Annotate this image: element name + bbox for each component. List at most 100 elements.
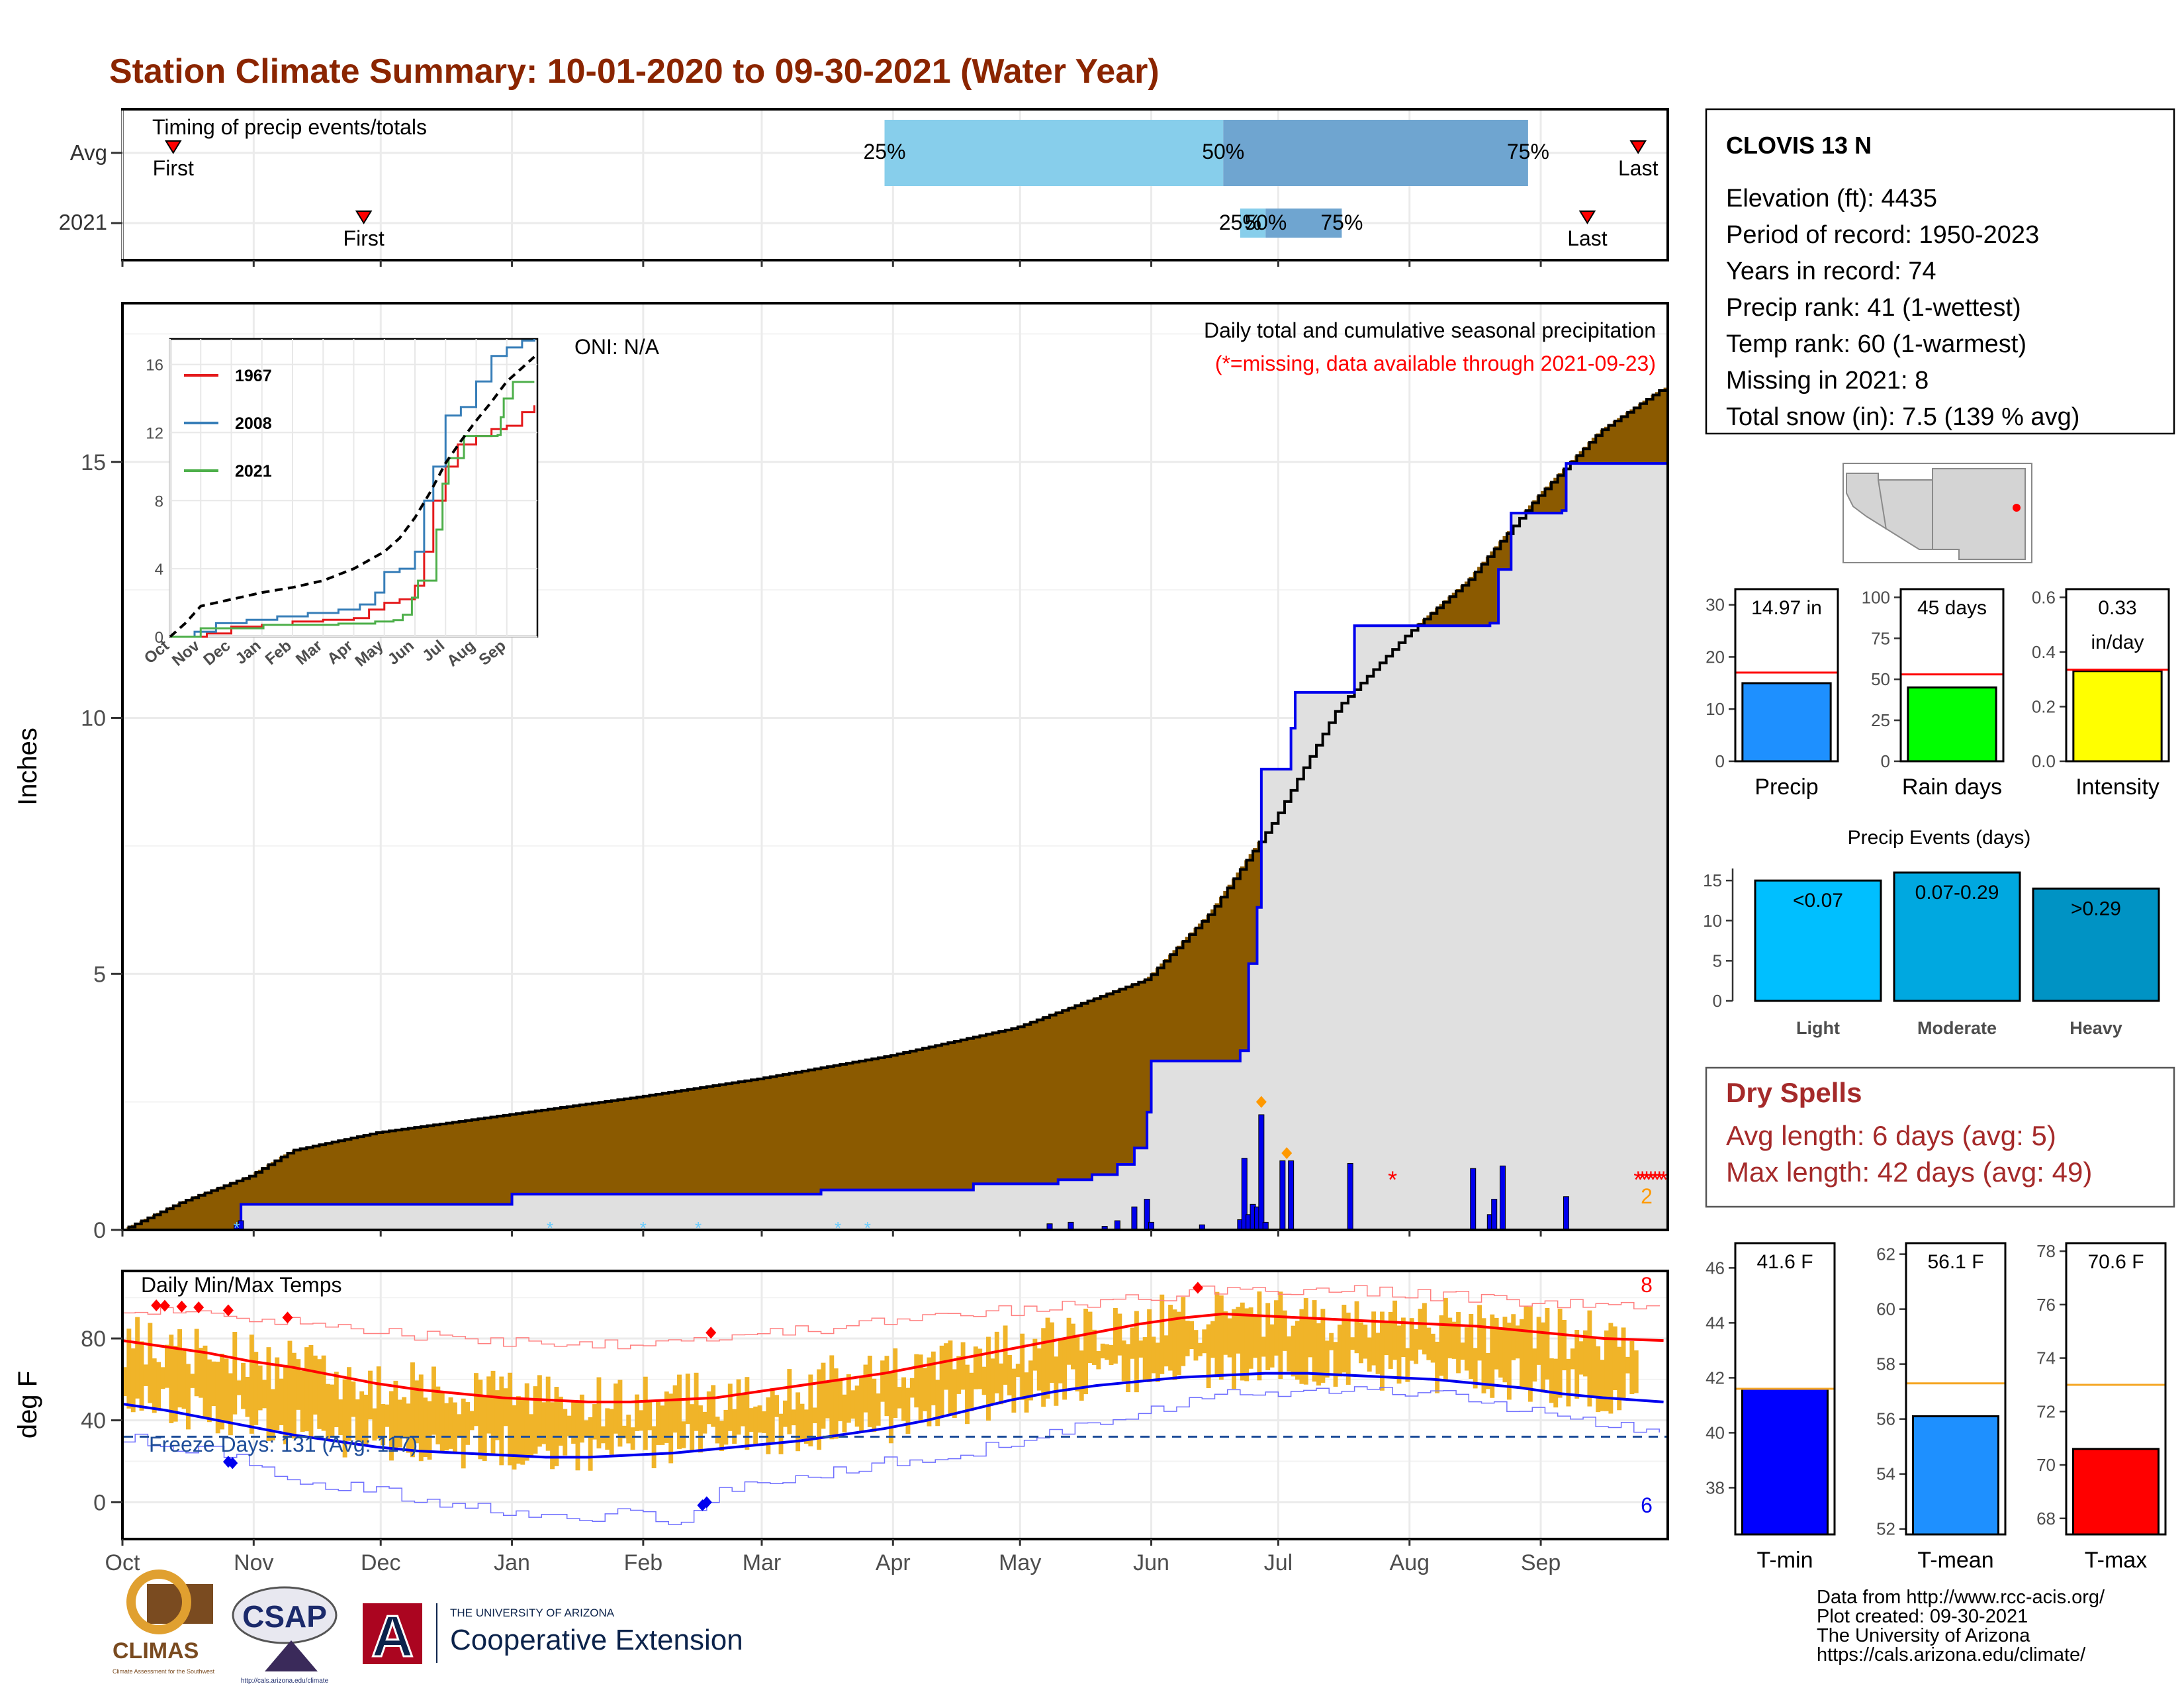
daily-temp-bar [732, 1409, 737, 1444]
avg-min-line [122, 1372, 1664, 1459]
daily-temp-bar [139, 1341, 144, 1411]
daily-temp-bar [575, 1401, 580, 1471]
summary-value-label: 70.6 F [2087, 1251, 2144, 1273]
daily-temp-bar [567, 1415, 572, 1436]
station-precip-rank: Precip rank: 41 (1-wettest) [1726, 294, 2021, 322]
daily-temp-bar [643, 1376, 648, 1450]
last-event-marker [1629, 140, 1647, 154]
daily-temp-bar [1218, 1295, 1224, 1380]
daily-temp-bar [435, 1386, 441, 1444]
daily-temp-bar [181, 1350, 187, 1409]
summary-y-tick-label: 38 [1706, 1477, 1725, 1497]
daily-temp-bar [1066, 1317, 1071, 1365]
station-years: Years in record: 74 [1726, 258, 1936, 285]
daily-temp-bar [1418, 1309, 1423, 1350]
daily-temp-bar [749, 1408, 754, 1432]
daily-temp-bar [1447, 1317, 1453, 1358]
daily-temp-bar [1210, 1321, 1215, 1358]
missing-data-marker: * [1646, 1166, 1655, 1194]
inset-legend-label: 2008 [235, 414, 272, 433]
daily-temp-bar [990, 1358, 995, 1405]
daily-temp-bar [981, 1366, 987, 1395]
summary-chart-label: T-min [1757, 1548, 1813, 1573]
daily-temp-bar [330, 1384, 335, 1436]
daily-temp-bar [923, 1368, 927, 1411]
daily-temp-bar [1541, 1322, 1545, 1393]
daily-temp-bar [1316, 1323, 1321, 1386]
summary-y-tick-label: 76 [2036, 1295, 2056, 1315]
daily-temp-bar [1100, 1343, 1105, 1358]
precip-y-tick-label: 5 [93, 962, 106, 987]
month-tick-label: Dec [361, 1550, 400, 1575]
daily-temp-bar [761, 1411, 766, 1433]
daily-temp-bar [605, 1408, 610, 1450]
daily-temp-bar [715, 1417, 720, 1444]
summary-y-tick-label: 56 [1876, 1409, 1895, 1429]
daily-temp-bar [1494, 1317, 1499, 1370]
daily-temp-bar [533, 1386, 538, 1454]
daily-temp-bar [439, 1392, 445, 1452]
timing-box-lower-half [884, 120, 1224, 186]
daily-temp-bar [592, 1404, 597, 1440]
daily-temp-bar [177, 1329, 183, 1408]
temp-panel-frame [121, 1270, 1669, 1540]
daily-temp-bar [719, 1421, 724, 1452]
temp-summary-charts: 38 40 42 44 46 41.6 F T-min 52 54 56 58 60 62 56.1 F T… [1706, 1241, 2167, 1573]
daily-temp-bar [334, 1372, 339, 1428]
daily-temp-bar [1384, 1321, 1389, 1356]
daily-temp-bar [1253, 1314, 1257, 1358]
daily-temp-bar [452, 1402, 457, 1453]
dry-spells-box: Dry Spells Avg length: 6 days (avg: 5) M… [1705, 1066, 2175, 1208]
daily-temp-bar [1481, 1318, 1486, 1393]
daily-temp-bar [609, 1409, 614, 1455]
daily-temp-bar [296, 1359, 301, 1410]
daily-temp-bar [1392, 1300, 1398, 1360]
daily-temp-bar [651, 1426, 657, 1468]
summary-chart-intensity: 0.0 0.2 0.4 0.6 0.33 in/day Intensity [2032, 587, 2170, 800]
precip-panel-frame [121, 302, 1669, 1231]
first-event-label: First [343, 226, 385, 250]
daily-temp-bar [185, 1364, 191, 1430]
daily-temp-bar [494, 1390, 500, 1440]
daily-temp-bar [986, 1336, 991, 1421]
daily-temp-bar [418, 1374, 424, 1462]
summary-chart-t-max: 68 70 72 74 76 78 70.6 F T-max [2036, 1241, 2167, 1573]
daily-temp-bar [1202, 1329, 1207, 1354]
daily-temp-bar [1265, 1303, 1271, 1370]
daily-temp-bar [639, 1410, 644, 1431]
daily-temp-bar [723, 1409, 729, 1445]
snow-marker: * [835, 1218, 841, 1238]
daily-temp-bar [1320, 1309, 1326, 1383]
daily-temp-bar [960, 1342, 966, 1390]
daily-temp-bar [520, 1398, 525, 1465]
missing-data-marker: * [1642, 1166, 1651, 1194]
daily-temp-bar [190, 1374, 195, 1388]
daily-temp-bar [122, 1367, 127, 1397]
record-low-count: 6 [1641, 1493, 1653, 1517]
daily-temp-bar [1028, 1360, 1033, 1401]
station-temp-rank: Temp rank: 60 (1-warmest) [1726, 330, 2026, 358]
daily-temp-bar [630, 1427, 635, 1450]
daily-temp-bar [541, 1402, 547, 1444]
daily-temp-bar [1130, 1327, 1135, 1359]
precip-y-label: Inches [13, 727, 42, 806]
daily-temp-bar [787, 1369, 792, 1434]
daily-temp-bar [1151, 1336, 1156, 1374]
daily-temp-bar [164, 1344, 169, 1388]
daily-temp-bar [1236, 1307, 1241, 1354]
precip-deficit-area [122, 387, 1668, 1231]
station-missing: Missing in 2021: 8 [1726, 367, 1929, 395]
daily-temp-bar [516, 1396, 521, 1464]
daily-temp-bar [1113, 1307, 1118, 1364]
csap-cloud [232, 1586, 338, 1644]
daily-temp-bar [690, 1404, 695, 1453]
daily-temp-bar [287, 1340, 293, 1434]
summary-bar [1741, 1387, 1829, 1536]
temp-record-markers [151, 1282, 1203, 1511]
daily-temp-bar [927, 1357, 932, 1427]
summary-y-tick-label: 70 [2036, 1455, 2056, 1475]
daily-precip-bar [1491, 1199, 1498, 1231]
daily-temp-bar [304, 1347, 309, 1432]
timing-p50-label: 50% [1244, 211, 1287, 234]
events-bar [1754, 879, 1882, 1002]
